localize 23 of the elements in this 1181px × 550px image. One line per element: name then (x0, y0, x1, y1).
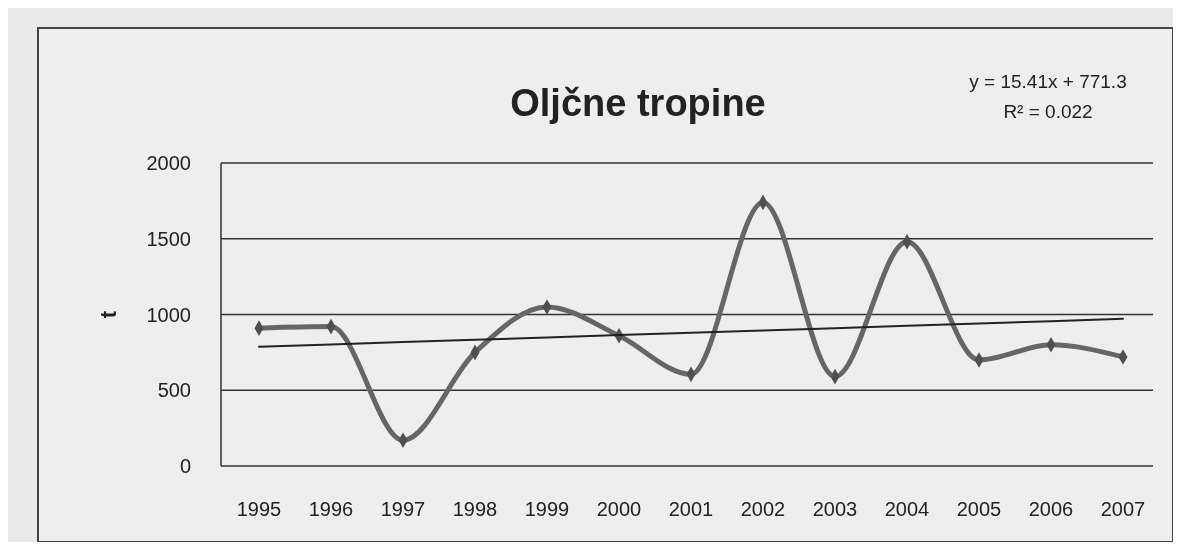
x-tick-label: 1996 (308, 498, 354, 520)
x-tick-label: 2006 (1028, 498, 1074, 520)
x-tick-label: 2003 (812, 498, 858, 520)
x-tick-label: 1997 (380, 498, 426, 520)
line-series (258, 317, 1124, 348)
y-tick-label: 500 (157, 379, 191, 402)
text: y = 15.41x + 771.3 (969, 71, 1127, 92)
x-tick-label: 2002 (740, 498, 786, 520)
y-axis-title: t (95, 310, 121, 319)
y-tick-label: 1500 (146, 227, 191, 250)
y-tick-label: 2000 (146, 152, 191, 174)
x-tick-label: 2005 (956, 498, 1002, 520)
chart-title: Oljčne tropine (510, 82, 766, 124)
x-tick-label: 2004 (884, 498, 930, 520)
y-tick-label: 0 (179, 455, 191, 477)
x-tick-label: 1999 (524, 498, 570, 520)
x-tick-label: 1998 (452, 498, 498, 520)
text: R² = 0.022 (1003, 101, 1093, 122)
x-tick-label: 2001 (668, 498, 714, 520)
x-tick-label: 2000 (596, 498, 642, 520)
x-tick-label: 2007 (1100, 498, 1146, 520)
x-tick-label: 1995 (236, 498, 282, 520)
y-tick-label: 1000 (146, 303, 191, 326)
